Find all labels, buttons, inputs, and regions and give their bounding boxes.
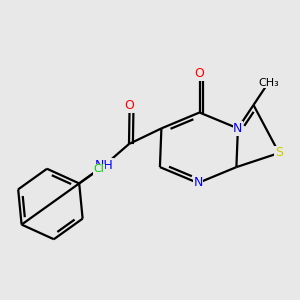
Text: O: O — [125, 99, 134, 112]
Text: CH₃: CH₃ — [258, 77, 279, 88]
Text: O: O — [195, 67, 204, 80]
Text: NH: NH — [95, 159, 113, 172]
Text: N: N — [233, 122, 243, 135]
Text: Cl: Cl — [93, 164, 104, 174]
Text: S: S — [275, 146, 283, 160]
Text: N: N — [193, 176, 203, 190]
